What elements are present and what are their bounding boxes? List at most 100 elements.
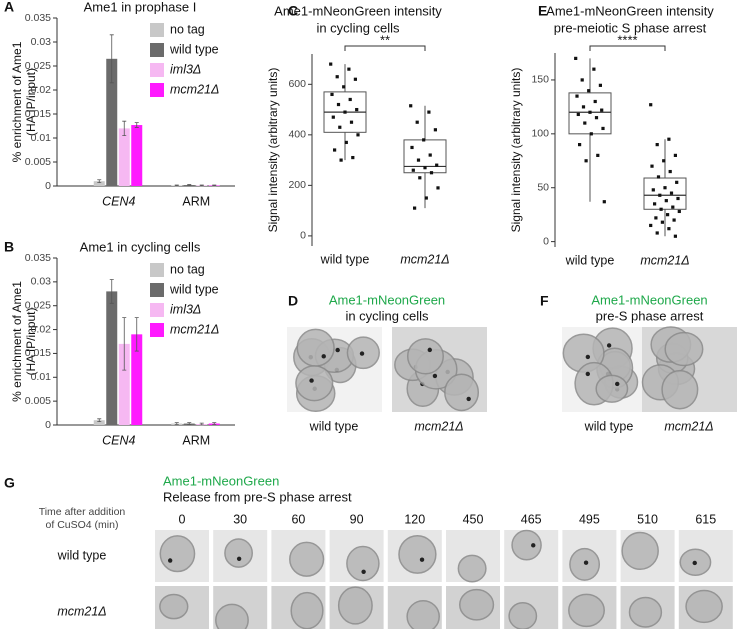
y-tick-label: 200 bbox=[288, 179, 306, 191]
kinetochore-dot bbox=[427, 347, 432, 353]
panel-label: B bbox=[4, 239, 14, 255]
point bbox=[653, 202, 657, 206]
y-tick-label: 100 bbox=[531, 128, 549, 140]
point bbox=[672, 218, 676, 222]
cell bbox=[346, 545, 380, 582]
point bbox=[669, 191, 674, 195]
point bbox=[593, 99, 597, 104]
point bbox=[339, 158, 343, 162]
point bbox=[671, 205, 675, 209]
point bbox=[356, 133, 360, 137]
point bbox=[416, 158, 421, 162]
error-bar bbox=[97, 418, 102, 423]
y-axis-label: % enrichment of Ame1 bbox=[10, 281, 24, 402]
time-header: Time after addition bbox=[39, 506, 126, 518]
error-bar bbox=[212, 184, 217, 187]
time-label: 90 bbox=[350, 512, 364, 526]
time-label: 615 bbox=[695, 512, 716, 526]
kinetochore-dot bbox=[359, 351, 365, 356]
panel-label: F bbox=[540, 293, 549, 309]
x-tick-label: ARM bbox=[182, 433, 210, 447]
point bbox=[429, 171, 434, 175]
panel-label: G bbox=[4, 475, 15, 491]
point bbox=[600, 108, 604, 112]
legend-swatch bbox=[150, 323, 164, 337]
time-label: 450 bbox=[463, 512, 484, 526]
point bbox=[581, 105, 586, 109]
significance: **** bbox=[617, 32, 637, 47]
x-tick-label: mcm21Δ bbox=[400, 252, 449, 266]
cell bbox=[337, 586, 373, 625]
point bbox=[409, 104, 413, 108]
point bbox=[677, 209, 681, 214]
point bbox=[658, 193, 662, 197]
panel-label: C bbox=[288, 3, 298, 19]
y-tick-label: 0.02 bbox=[31, 323, 52, 335]
legend-swatch bbox=[150, 263, 164, 277]
time-label: 510 bbox=[637, 512, 658, 526]
cell bbox=[685, 589, 723, 624]
bar bbox=[106, 58, 118, 186]
cell bbox=[398, 534, 437, 574]
image-caption: mcm21Δ bbox=[414, 419, 463, 433]
box bbox=[643, 177, 687, 210]
kinetochore-dot bbox=[309, 378, 314, 383]
point bbox=[574, 56, 578, 60]
error-bar bbox=[174, 184, 179, 187]
error-bar bbox=[97, 179, 102, 184]
point bbox=[578, 143, 582, 147]
cell bbox=[628, 596, 663, 628]
cell bbox=[664, 331, 704, 367]
y-tick-label: 0 bbox=[45, 419, 51, 431]
kinetochore-dot bbox=[432, 373, 438, 379]
x-tick-label: CEN4 bbox=[102, 433, 135, 447]
point bbox=[347, 67, 351, 71]
cell bbox=[457, 554, 487, 583]
point bbox=[655, 143, 659, 147]
point bbox=[351, 155, 355, 160]
point bbox=[588, 110, 592, 114]
error-bar bbox=[134, 317, 139, 352]
y-tick-label: 0.01 bbox=[31, 371, 52, 383]
cell bbox=[444, 373, 480, 412]
legend-label: wild type bbox=[169, 42, 219, 56]
error-bar bbox=[134, 122, 139, 128]
legend-swatch bbox=[150, 83, 164, 97]
point bbox=[673, 153, 677, 157]
y-tick-label: 0.01 bbox=[31, 132, 52, 144]
error-bar bbox=[109, 279, 114, 304]
cell bbox=[215, 603, 249, 629]
bar bbox=[131, 334, 143, 425]
point bbox=[649, 223, 653, 228]
image-caption: wild type bbox=[584, 419, 634, 433]
legend-swatch bbox=[150, 63, 164, 77]
x-tick-label: ARM bbox=[182, 194, 210, 208]
legend-label: mcm21Δ bbox=[170, 322, 219, 336]
legend-swatch bbox=[150, 23, 164, 37]
point bbox=[418, 176, 422, 180]
point bbox=[576, 112, 580, 117]
panel-subtitle: Release from pre-S phase arrest bbox=[163, 489, 352, 504]
bar bbox=[118, 343, 130, 425]
point bbox=[343, 110, 347, 114]
legend-label: no tag bbox=[170, 262, 205, 276]
cell bbox=[568, 593, 605, 628]
error-bar bbox=[187, 422, 192, 425]
panel-subtitle: pre-S phase arrest bbox=[596, 308, 704, 323]
legend-swatch bbox=[150, 43, 164, 57]
legend-swatch bbox=[150, 303, 164, 317]
y-tick-label: 0.035 bbox=[25, 252, 51, 264]
point bbox=[330, 92, 334, 97]
point bbox=[428, 153, 432, 157]
point bbox=[411, 168, 415, 172]
y-axis-label: Signal intensity (arbitrary units) bbox=[266, 68, 280, 233]
time-label: 30 bbox=[233, 512, 247, 526]
point bbox=[596, 153, 600, 157]
time-header: of CuSO4 (min) bbox=[46, 519, 119, 531]
bar bbox=[131, 125, 143, 186]
time-label: 120 bbox=[404, 512, 425, 526]
time-label: 495 bbox=[579, 512, 600, 526]
y-axis-label: % enrichment of Ame1 bbox=[10, 41, 24, 162]
cell bbox=[296, 328, 335, 367]
point bbox=[575, 94, 579, 98]
